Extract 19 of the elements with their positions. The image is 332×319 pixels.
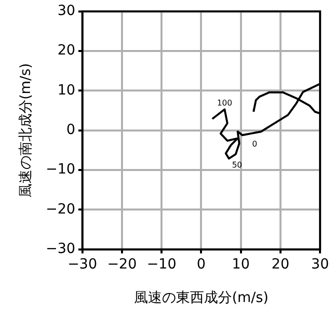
annotation: 50: [232, 160, 242, 170]
y-tick-label: 30: [58, 3, 76, 20]
x-tick-label: 10: [232, 256, 250, 272]
y-tick-label: −30: [46, 241, 76, 258]
x-tick-label: 20: [272, 256, 290, 272]
x-tick-label: −30: [68, 256, 98, 272]
x-tick-label: −20: [107, 256, 137, 272]
annotation: 0: [252, 140, 258, 149]
x-tick-label: −10: [146, 256, 176, 272]
y-tick-label: −20: [46, 201, 76, 218]
y-tick-label: 10: [58, 82, 76, 98]
x-axis-title: 風速の東西成分(m/s): [134, 290, 269, 306]
y-tick-label: −10: [46, 162, 76, 178]
x-tick-label: 30: [311, 256, 330, 272]
x-tick-label: 0: [196, 256, 206, 272]
y-axis-title: 風速の南北成分(m/s): [18, 63, 34, 198]
y-tick-label: 20: [58, 42, 76, 59]
y-tick-label: 0: [66, 122, 76, 138]
annotation: 100: [216, 98, 232, 108]
